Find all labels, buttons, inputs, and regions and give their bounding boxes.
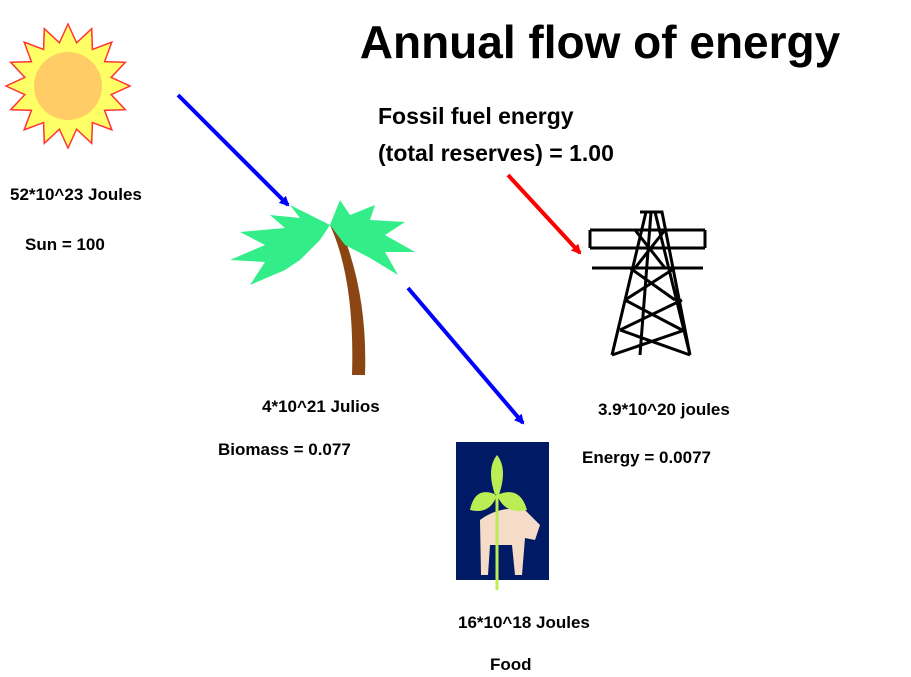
pylon-icon [590, 212, 705, 355]
food-amount: 16*10^18 Joules [458, 613, 590, 632]
food-icon [456, 442, 549, 590]
biomass-amount: 4*10^21 Julios [262, 397, 380, 416]
sun-icon [6, 24, 130, 148]
energy-amount: 3.9*10^20 joules [598, 400, 730, 419]
sun-amount: 52*10^23 Joules [10, 185, 142, 204]
arrow [178, 95, 288, 205]
biomass-label: Biomass = 0.077 [218, 440, 351, 459]
sun-disc [34, 52, 102, 120]
arrow [408, 288, 523, 423]
energy-label: Energy = 0.0077 [582, 448, 711, 467]
fossil-label: Fossil fuel energy [378, 103, 574, 129]
diagram: Annual flow of energy 52*10^23 Joules Su… [0, 0, 911, 677]
fossil-detail: (total reserves) = 1.00 [378, 140, 614, 166]
title: Annual flow of energy [360, 16, 841, 68]
sun-label: Sun = 100 [25, 235, 105, 254]
leaves [330, 200, 415, 275]
leaves [230, 205, 330, 285]
palm-tree-icon [230, 200, 415, 375]
food-label: Food [490, 655, 532, 674]
arrow [508, 175, 580, 253]
